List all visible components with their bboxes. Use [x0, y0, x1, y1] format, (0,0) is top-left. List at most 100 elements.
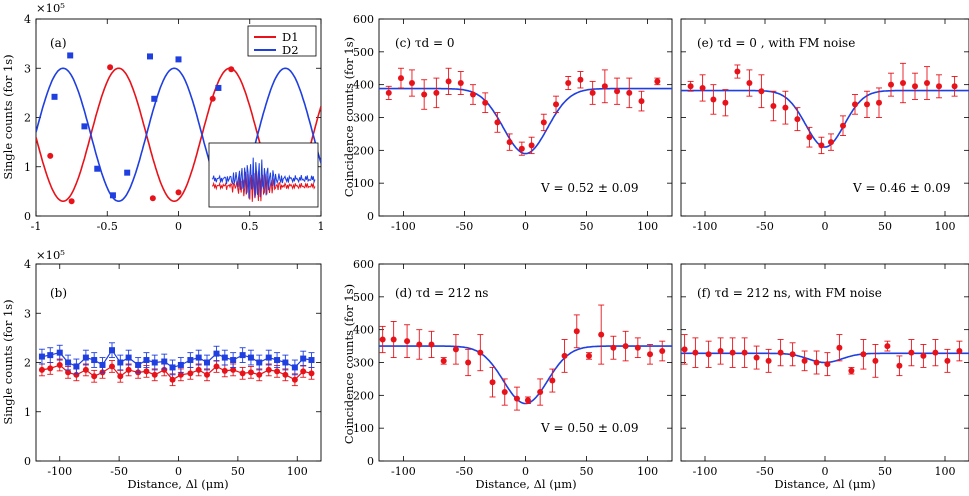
x-tick-label: 50	[878, 465, 892, 478]
fit-curve	[379, 345, 672, 405]
y-tick-label: 1	[24, 406, 31, 419]
data-point	[513, 395, 520, 402]
data-point	[125, 354, 132, 361]
data-point	[561, 352, 568, 359]
data-point	[308, 357, 315, 364]
y-tick-label: 4	[24, 13, 31, 26]
x-tick-label: 0	[522, 465, 529, 478]
data-point	[221, 367, 228, 374]
data-point	[452, 346, 459, 353]
data-point	[944, 357, 951, 364]
data-point	[143, 357, 150, 364]
data-point	[256, 359, 263, 366]
y-tick-label: 3	[24, 307, 31, 320]
panel-label-e: (e) τd = 0 , with FM noise	[697, 36, 855, 50]
x-tick-label: -50	[756, 220, 774, 233]
x-tick-label: 0	[175, 465, 182, 478]
fit-curve-d2	[36, 67, 321, 203]
data-point	[801, 357, 808, 364]
plot-area-b	[38, 342, 315, 387]
data-point	[143, 368, 150, 375]
x-tick-label: -50	[110, 465, 128, 478]
data-point	[265, 354, 272, 361]
x-tick-label: -100	[693, 220, 718, 233]
x-tick-label: 100	[935, 465, 956, 478]
y-tick-label: 500	[353, 46, 374, 59]
data-point	[577, 76, 584, 83]
data-point	[51, 93, 58, 100]
data-point	[107, 64, 114, 71]
data-point	[601, 83, 608, 90]
data-point	[47, 365, 54, 372]
data-point	[221, 354, 228, 361]
data-point	[626, 89, 633, 96]
x-tick-label: 50	[580, 220, 594, 233]
panel-c: -100 -50 0 50 100 0 100 200 300 400 500 600	[353, 13, 673, 233]
x-tick-label: 100	[935, 220, 956, 233]
data-point	[440, 357, 447, 364]
y-tick-label: 0	[24, 210, 31, 223]
panel-b: -100 -50 0 50 100 0 1 2 3 4	[24, 258, 322, 478]
data-point	[274, 368, 281, 375]
panel-label-b: (b)	[50, 286, 67, 300]
x-tick-label: 0.5	[241, 220, 259, 233]
x-tick-label: 100	[287, 465, 308, 478]
legend-a: D1 D2	[247, 25, 317, 57]
y-tick-label: 0	[367, 210, 374, 223]
y-tick-label: 600	[353, 258, 374, 271]
fit-curve	[681, 89, 969, 148]
data-point	[888, 81, 894, 88]
y-tick-label: 2	[24, 112, 31, 125]
data-point	[864, 101, 870, 108]
x-tick-label: 50	[580, 465, 594, 478]
x-tick-label: 50	[878, 220, 892, 233]
data-point	[230, 357, 237, 364]
ylabel-b: Single counts (for 1s)	[1, 299, 15, 424]
data-point	[65, 359, 72, 366]
data-point	[956, 348, 963, 355]
data-point	[308, 370, 315, 377]
data-point	[549, 377, 556, 384]
data-point	[135, 361, 142, 368]
data-point	[109, 363, 115, 370]
data-point	[932, 349, 939, 356]
data-point	[82, 366, 89, 373]
data-point	[247, 354, 254, 361]
plot-area-f	[681, 334, 969, 378]
data-point	[291, 376, 298, 383]
x-tick-label: 0	[175, 220, 182, 233]
data-point	[82, 354, 89, 361]
x-tick-label: -50	[456, 465, 474, 478]
data-point	[610, 344, 617, 351]
data-point	[195, 354, 202, 361]
plot-area-e	[681, 62, 969, 155]
series-line-d1	[41, 364, 312, 381]
x-tick-label: -100	[693, 465, 718, 478]
y-tick-label: 4	[24, 258, 31, 271]
y-tick-label: 1	[24, 161, 31, 174]
data-point	[477, 349, 484, 356]
data-point	[758, 88, 765, 95]
data-point	[47, 352, 54, 359]
data-point	[782, 104, 789, 111]
visibility-d: V = 0.50 ± 0.09	[540, 421, 638, 435]
data-point	[654, 78, 661, 85]
data-point	[147, 53, 153, 60]
data-point	[169, 376, 176, 383]
data-point	[404, 338, 411, 345]
data-point	[717, 348, 724, 355]
data-point	[746, 80, 753, 87]
data-point	[68, 198, 75, 205]
data-point	[489, 379, 496, 386]
data-point	[722, 99, 729, 106]
data-point	[117, 359, 124, 366]
data-point	[794, 116, 801, 123]
data-point	[465, 359, 472, 366]
data-point	[936, 83, 942, 90]
data-point	[687, 83, 694, 90]
inset-a	[208, 142, 319, 208]
y-tick-label: 400	[353, 79, 374, 92]
data-point	[47, 152, 54, 159]
data-point	[213, 363, 220, 370]
